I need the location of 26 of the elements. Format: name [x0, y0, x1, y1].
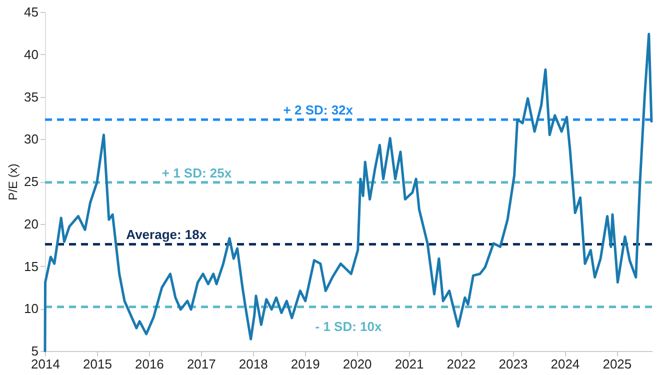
x-tick-label: 2024: [550, 356, 580, 372]
x-tick-label: 2023: [498, 356, 528, 372]
x-tick-label: 2019: [290, 356, 320, 372]
ref-line-label: + 2 SD: 32x: [283, 102, 354, 118]
x-tick-label: 2020: [342, 356, 372, 372]
x-tick-label: 2025: [602, 356, 632, 372]
x-tick-label: 2022: [446, 356, 476, 372]
ref-line-label: - 1 SD: 10x: [315, 318, 382, 334]
y-tick-label: 35: [24, 89, 38, 104]
ref-line-label: Average: 18x: [126, 227, 208, 242]
y-axis-title: P/E (x): [6, 164, 20, 200]
y-tick-label: 10: [24, 301, 38, 316]
y-tick-label: 45: [24, 4, 38, 20]
x-tick-label: 2015: [83, 356, 112, 372]
y-tick-label: 30: [24, 132, 38, 147]
x-tick-label: 2014: [31, 356, 60, 372]
y-tick-label: 5: [31, 344, 38, 358]
y-tick-label: 15: [24, 258, 38, 274]
y-tick-label: 40: [24, 46, 38, 62]
y-tick-label: 25: [24, 174, 38, 189]
x-tick-label: 2018: [238, 356, 268, 372]
ref-line-label: + 1 SD: 25x: [162, 165, 232, 180]
y-tick-label: 20: [24, 216, 38, 232]
x-tick-label: 2017: [186, 356, 216, 372]
x-tick-label: 2016: [134, 356, 164, 372]
x-tick-label: 2021: [394, 356, 424, 372]
